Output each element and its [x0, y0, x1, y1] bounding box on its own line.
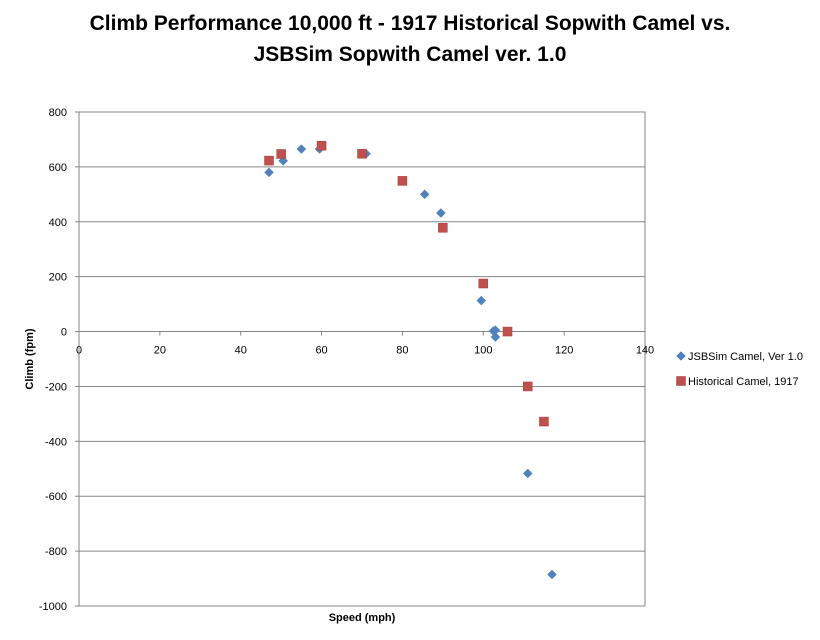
legend-label: JSBSim Camel, Ver 1.0 — [688, 351, 803, 363]
y-tick-label: -200 — [45, 381, 67, 393]
data-point — [476, 295, 487, 306]
y-tick-label: 400 — [49, 217, 67, 229]
plot-area — [78, 111, 646, 607]
chart-title-line-2: JSBSim Sopwith Camel ver. 1.0 — [253, 43, 567, 66]
legend: JSBSim Camel, Ver 1.0 Historical Camel, 1… — [676, 351, 803, 388]
data-point — [547, 569, 557, 580]
data-point — [397, 176, 408, 186]
legend-marker — [676, 351, 686, 361]
series-layer — [264, 141, 557, 580]
series-2 — [264, 141, 549, 427]
data-point — [523, 381, 533, 392]
chart-title-line-1: Climb Performance 10,000 ft - 1917 Histo… — [89, 12, 731, 35]
legend-label: Historical Camel, 1917 — [688, 376, 799, 388]
series-1 — [264, 144, 557, 580]
y-tick-label: -600 — [45, 491, 67, 503]
y-tick-label: 800 — [49, 107, 67, 119]
x-tick-label: 80 — [396, 345, 408, 357]
data-point — [478, 278, 489, 289]
y-tick-label: 200 — [49, 272, 67, 284]
x-tick-label: 20 — [154, 345, 166, 357]
x-axis: 0 20 40 60 80 100 120 140 — [76, 331, 654, 357]
legend-item-2: Historical Camel, 1917 — [676, 376, 799, 388]
y-axis: 800 600 400 200 0 -200 -400 -600 -800 -1000 — [39, 107, 79, 613]
y-tick-label: -400 — [45, 436, 67, 448]
grid-lines — [79, 166, 645, 552]
x-tick-label: 0 — [76, 345, 82, 357]
x-tick-label: 60 — [315, 345, 327, 357]
data-point — [502, 326, 513, 337]
y-tick-label: 0 — [61, 327, 67, 339]
x-axis-title: Speed (mph) — [329, 612, 396, 624]
chart-title: Climb Performance 10,000 ft - 1917 Histo… — [0, 8, 820, 70]
data-point — [522, 468, 533, 479]
x-tick-label: 120 — [555, 345, 573, 357]
y-axis-title: Climb (fpm) — [24, 328, 36, 389]
data-point — [435, 208, 446, 218]
data-point — [264, 167, 274, 178]
x-tick-label: 40 — [235, 345, 247, 357]
y-tick-label: -800 — [45, 546, 67, 558]
x-tick-label: 100 — [474, 345, 492, 357]
y-tick-label: 600 — [49, 162, 67, 174]
y-tick-label: -1000 — [39, 601, 67, 613]
data-point — [438, 223, 448, 233]
data-point — [539, 416, 549, 427]
data-point — [264, 155, 274, 166]
data-point — [490, 332, 501, 342]
data-point — [316, 141, 327, 151]
legend-marker — [676, 376, 686, 386]
legend-item-1: JSBSim Camel, Ver 1.0 — [676, 351, 803, 363]
data-point — [419, 189, 430, 200]
x-tick-label: 140 — [636, 345, 654, 357]
data-point — [357, 148, 367, 159]
data-point — [276, 149, 286, 159]
data-point — [296, 144, 307, 154]
